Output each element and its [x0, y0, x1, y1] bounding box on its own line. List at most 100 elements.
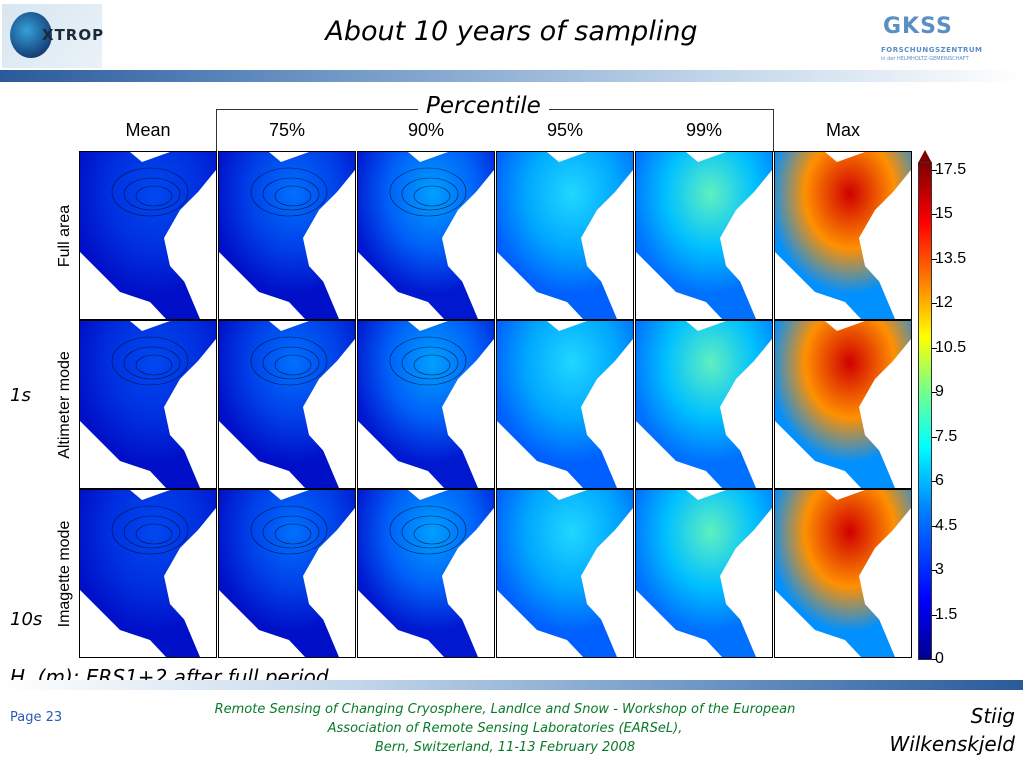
- map-panel: [496, 151, 634, 320]
- colorbar-tick-label: 3: [935, 561, 944, 579]
- contour-line: [111, 167, 189, 217]
- colorbar: [918, 162, 932, 660]
- colorbar-arrow: [918, 150, 932, 163]
- row-label-imagette-mode: Imagette mode: [56, 520, 73, 628]
- footer-line-3: Bern, Switzerland, 11-13 February 2008: [374, 740, 636, 755]
- page-number: Page 23: [10, 710, 63, 725]
- gkss-wordmark: GKSS: [883, 14, 953, 39]
- sea-area: [358, 321, 494, 488]
- contour-line: [111, 505, 189, 555]
- colorbar-tick-mark: [932, 347, 937, 349]
- sea-area: [80, 152, 216, 319]
- contour-line: [389, 505, 467, 555]
- author-first-name: Stiig: [970, 704, 1015, 728]
- sea-area: [636, 152, 772, 319]
- land-mask: [871, 585, 911, 657]
- map-panel-svg: [219, 490, 355, 657]
- sea-area: [497, 490, 633, 657]
- map-panel: [635, 151, 773, 320]
- colorbar-tick-mark: [932, 214, 937, 216]
- contour-line: [123, 346, 181, 380]
- footer-line-2: Association of Remote Sensing Laboratori…: [327, 721, 683, 736]
- colorbar-tick-label: 1.5: [935, 605, 958, 623]
- contour-line: [262, 177, 320, 211]
- map-panel-svg: [775, 490, 911, 657]
- contour-line: [123, 177, 181, 211]
- contour-line: [401, 515, 459, 549]
- colorbar-tick-mark: [932, 436, 937, 438]
- land-mask: [732, 585, 772, 657]
- map-panel-svg: [775, 321, 911, 488]
- map-panel: [774, 320, 912, 489]
- row-label-full-area: Full area: [56, 204, 73, 268]
- land-mask: [593, 585, 633, 657]
- colorbar-tick-label: 17.5: [935, 161, 967, 178]
- sea-area: [358, 490, 494, 657]
- contour-line: [262, 515, 320, 549]
- column-header-max: Max: [825, 120, 860, 140]
- land-mask: [176, 416, 216, 488]
- contour-line: [413, 523, 451, 545]
- land-mask: [176, 247, 216, 319]
- sea-area: [636, 490, 772, 657]
- map-panel: [357, 320, 495, 489]
- map-panel-svg: [636, 152, 772, 319]
- contour-line: [135, 523, 173, 545]
- sea-area: [775, 490, 911, 657]
- map-panel: [496, 320, 634, 489]
- slide-title: About 10 years of sampling: [325, 16, 698, 47]
- map-panel-svg: [497, 152, 633, 319]
- map-panel-svg: [497, 321, 633, 488]
- column-header-p90: 90%: [407, 120, 445, 140]
- land-mask: [593, 416, 633, 488]
- colorbar-tick-mark: [932, 258, 937, 260]
- author-last-name: Wilkenskjeld: [889, 732, 1015, 756]
- map-panel: [774, 489, 912, 658]
- map-panel: [635, 489, 773, 658]
- map-panel: [218, 151, 356, 320]
- colorbar-tick-mark: [932, 170, 937, 171]
- colorbar-tick-label: 6: [935, 472, 944, 490]
- gkss-subtitle-2: in der HELMHOLTZ-GEMEINSCHAFT: [881, 56, 969, 62]
- extrop-logo-text: XTROP: [42, 26, 105, 44]
- land-mask: [315, 416, 355, 488]
- contour-line: [401, 346, 459, 380]
- contour-line: [123, 515, 181, 549]
- sea-area: [497, 321, 633, 488]
- land-mask: [454, 247, 494, 319]
- map-panel-svg: [80, 490, 216, 657]
- column-header-mean: Mean: [125, 120, 171, 140]
- map-panel: [496, 489, 634, 658]
- land-mask: [454, 585, 494, 657]
- land-mask: [871, 247, 911, 319]
- map-panel-svg: [80, 152, 216, 319]
- land-mask: [315, 247, 355, 319]
- land-mask: [593, 247, 633, 319]
- map-panel-svg: [358, 321, 494, 488]
- colorbar-tick-mark: [932, 392, 937, 394]
- percentile-label: Percentile: [418, 93, 549, 119]
- map-panel: [79, 320, 217, 489]
- land-mask: [732, 247, 772, 319]
- footer-divider: [0, 680, 1023, 690]
- contour-line: [274, 354, 312, 376]
- land-mask: [454, 416, 494, 488]
- footer-line-1: Remote Sensing of Changing Cryosphere, L…: [214, 702, 796, 717]
- extrop-logo: XTROP: [2, 4, 105, 68]
- contour-line: [413, 185, 451, 207]
- map-panel: [357, 151, 495, 320]
- colorbar-tick-mark: [932, 570, 937, 572]
- gkss-logo: GKSS FORSCHUNGSZENTRUM in der HELMHOLTZ-…: [878, 12, 982, 64]
- colorbar-tick-label: 7.5: [935, 427, 958, 445]
- sea-area: [219, 152, 355, 319]
- colorbar-tick-label: 9: [935, 383, 944, 401]
- conference-footer: Remote Sensing of Changing Cryosphere, L…: [175, 700, 835, 757]
- map-panel-svg: [358, 152, 494, 319]
- label-10s: 10s: [10, 609, 43, 630]
- map-panel: [79, 489, 217, 658]
- land-mask: [732, 416, 772, 488]
- map-panel: [774, 151, 912, 320]
- colorbar-tick-mark: [932, 303, 937, 305]
- colorbar-tick-label: 10.5: [935, 338, 967, 356]
- map-panel-svg: [775, 152, 911, 319]
